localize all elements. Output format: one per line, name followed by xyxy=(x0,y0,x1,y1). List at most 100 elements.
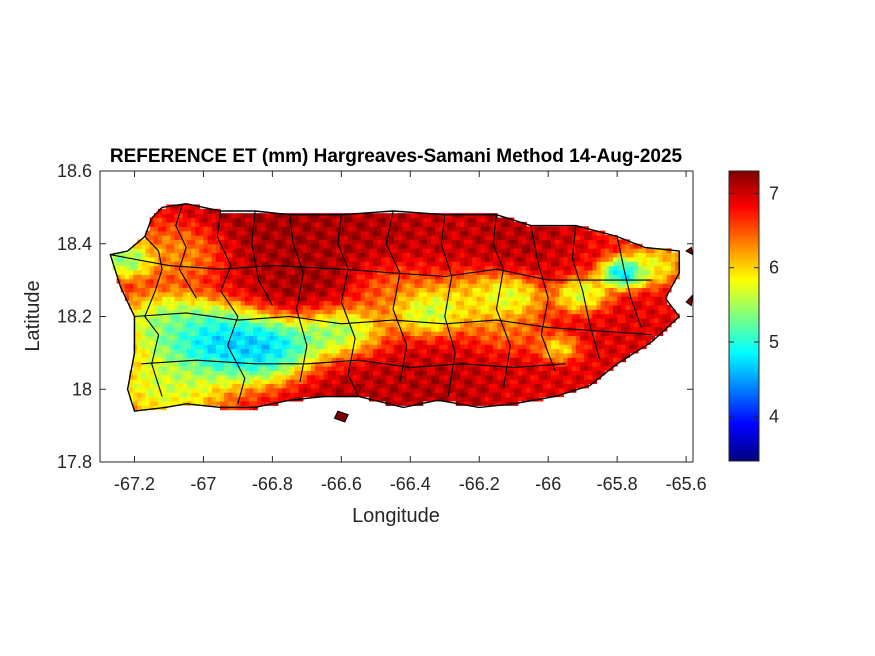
heat-cell xyxy=(476,239,482,245)
heat-cell xyxy=(360,283,366,288)
heat-cell xyxy=(174,392,180,398)
heat-cell xyxy=(472,230,478,236)
heat-cell xyxy=(219,326,225,332)
heat-cell xyxy=(567,304,573,310)
heat-cell xyxy=(517,265,523,271)
heat-cell xyxy=(149,400,155,406)
heat-cell xyxy=(666,313,672,319)
heat-cell xyxy=(550,348,556,354)
heat-cell xyxy=(153,326,159,332)
heat-cell xyxy=(509,344,515,350)
heat-cell xyxy=(195,313,200,319)
heat-cell xyxy=(356,261,362,267)
heat-cell xyxy=(199,278,205,284)
heat-cell xyxy=(191,265,196,271)
heat-cell xyxy=(439,252,444,258)
heat-cell xyxy=(406,331,411,337)
heat-cell xyxy=(248,383,254,389)
heat-cell xyxy=(186,317,192,323)
heat-cell xyxy=(373,361,378,367)
heat-cell xyxy=(579,235,585,240)
heat-cell xyxy=(567,239,573,245)
heat-cell xyxy=(464,392,469,398)
heat-cell xyxy=(584,261,589,267)
heat-cell xyxy=(273,383,279,389)
heat-cell xyxy=(596,309,602,315)
heat-cell xyxy=(215,317,221,323)
heat-cell xyxy=(315,335,320,341)
heat-cell xyxy=(211,352,217,358)
heat-cell xyxy=(360,357,366,363)
heat-cell xyxy=(360,278,366,284)
heat-cell xyxy=(484,396,490,402)
heat-cell xyxy=(360,261,366,267)
heat-cell xyxy=(555,326,560,332)
heat-cell xyxy=(286,261,291,267)
heat-cell xyxy=(621,326,627,332)
heat-cell xyxy=(137,331,142,337)
heat-cell xyxy=(166,322,171,328)
heat-cell xyxy=(265,309,271,315)
heat-cell xyxy=(174,243,180,249)
heat-cell xyxy=(327,357,333,363)
heat-cell xyxy=(484,239,490,245)
heat-cell xyxy=(294,379,300,385)
heat-cell xyxy=(224,261,229,267)
heat-cell xyxy=(493,348,498,354)
heat-cell xyxy=(331,248,337,254)
heat-cell xyxy=(476,344,482,350)
heat-cell xyxy=(584,283,589,288)
heat-cell xyxy=(311,348,316,354)
heat-cell xyxy=(542,261,548,267)
heat-cell xyxy=(311,235,316,240)
heat-cell xyxy=(654,287,660,293)
heat-cell xyxy=(588,291,593,297)
heat-cell xyxy=(604,256,610,262)
heat-cell xyxy=(199,331,205,337)
heat-cell xyxy=(613,265,618,271)
heat-cell xyxy=(265,300,271,306)
heat-cell xyxy=(402,304,407,310)
heat-cell xyxy=(191,239,196,245)
heat-cell xyxy=(550,261,556,267)
heat-cell xyxy=(534,370,540,376)
heat-cell xyxy=(629,326,635,332)
heat-cell xyxy=(265,374,271,380)
heat-cell xyxy=(430,278,436,284)
heat-cell xyxy=(261,400,267,406)
heat-cell xyxy=(563,274,569,280)
heat-cell xyxy=(509,383,515,389)
heat-cell xyxy=(542,230,548,236)
heat-cell xyxy=(195,256,200,262)
heat-cell xyxy=(327,322,333,328)
heat-cell xyxy=(228,304,233,310)
heat-cell xyxy=(435,370,440,376)
heat-cell xyxy=(575,252,581,258)
heat-cell xyxy=(377,239,382,245)
heat-cell xyxy=(567,300,573,306)
heat-cell xyxy=(273,348,279,354)
heat-cell xyxy=(484,374,490,380)
heat-cell xyxy=(476,265,482,271)
heat-cell xyxy=(522,309,527,315)
heat-cell xyxy=(339,243,345,249)
heat-cell xyxy=(538,339,544,345)
heat-cell xyxy=(352,383,358,389)
heat-cell xyxy=(476,374,482,380)
heat-cell xyxy=(191,309,196,315)
heat-cell xyxy=(315,291,320,297)
heat-cell xyxy=(277,261,283,267)
heat-cell xyxy=(629,252,635,258)
heat-cell xyxy=(439,256,444,262)
heat-cell xyxy=(199,283,205,288)
heat-cell xyxy=(505,400,511,406)
heat-cell xyxy=(290,392,296,398)
heat-cell xyxy=(294,265,300,271)
heat-cell xyxy=(360,331,366,337)
heat-cell xyxy=(215,304,221,310)
heat-cell xyxy=(166,243,171,249)
heat-cell xyxy=(137,344,142,350)
heat-cell xyxy=(654,296,660,302)
heat-cell xyxy=(348,274,353,280)
heat-cell xyxy=(455,304,461,310)
